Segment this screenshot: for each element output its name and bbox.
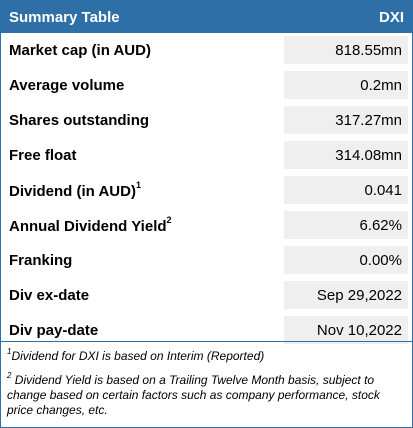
row-label: Free float bbox=[9, 147, 77, 164]
row-value: Nov 10,2022 bbox=[316, 322, 402, 339]
value-cell: Nov 10,2022 bbox=[284, 316, 408, 344]
row-label-text: Franking bbox=[9, 252, 73, 269]
row-value: Sep 29,2022 bbox=[316, 287, 402, 304]
row-label-text: Shares outstanding bbox=[9, 112, 150, 129]
row-label: Franking bbox=[9, 252, 72, 269]
value-cell: 0.00% bbox=[284, 246, 408, 274]
row-label-text: Market cap (in AUD) bbox=[9, 42, 151, 59]
row-label-text: Free float bbox=[9, 147, 77, 164]
footnote-text: Dividend Yield is based on a Trailing Tw… bbox=[7, 373, 380, 417]
footnote-marker: 1 bbox=[135, 180, 141, 190]
row-value: 818.55mn bbox=[335, 42, 402, 59]
row-value: 6.62% bbox=[359, 217, 402, 234]
footnote-mark: 2 bbox=[7, 371, 12, 380]
row-label-text: Div ex-date bbox=[9, 287, 90, 304]
value-cell: 0.2mn bbox=[284, 71, 408, 99]
value-cell: Sep 29,2022 bbox=[284, 281, 408, 309]
value-cell: 818.55mn bbox=[284, 36, 408, 64]
table-row: Franking 0.00% bbox=[1, 243, 412, 278]
footnote-marker: 2 bbox=[166, 215, 172, 225]
row-value: 314.08mn bbox=[335, 147, 402, 164]
table-body: Market cap (in AUD) 818.55mn Average vol… bbox=[1, 33, 412, 348]
row-label-text: Annual Dividend Yield bbox=[9, 218, 167, 235]
table-row: Average volume 0.2mn bbox=[1, 68, 412, 103]
table-row: Div pay-date Nov 10,2022 bbox=[1, 313, 412, 348]
row-label: Div pay-date bbox=[9, 322, 98, 339]
table-row: Shares outstanding 317.27mn bbox=[1, 103, 412, 138]
footnotes: 1Dividend for DXI is based on Interim (R… bbox=[7, 345, 405, 423]
table-row: Free float 314.08mn bbox=[1, 138, 412, 173]
row-label: Dividend (in AUD)1 bbox=[9, 180, 141, 200]
footnote-mark: 1 bbox=[7, 347, 12, 356]
table-row: Annual Dividend Yield2 6.62% bbox=[1, 208, 412, 243]
row-value: 317.27mn bbox=[335, 112, 402, 129]
row-label-text: Average volume bbox=[9, 77, 125, 94]
row-label: Average volume bbox=[9, 77, 124, 94]
footnote-2: 2 Dividend Yield is based on a Trailing … bbox=[7, 369, 405, 418]
table-row: Dividend (in AUD)1 0.041 bbox=[1, 173, 412, 208]
footnote-divider bbox=[1, 341, 412, 342]
table-row: Div ex-date Sep 29,2022 bbox=[1, 278, 412, 313]
value-cell: 0.041 bbox=[284, 176, 408, 204]
footnote-1: 1Dividend for DXI is based on Interim (R… bbox=[7, 345, 405, 364]
row-label: Shares outstanding bbox=[9, 112, 149, 129]
table-row: Market cap (in AUD) 818.55mn bbox=[1, 33, 412, 68]
table-header: Summary Table DXI bbox=[1, 1, 412, 33]
footnote-text: Dividend for DXI is based on Interim (Re… bbox=[11, 349, 265, 363]
row-label: Market cap (in AUD) bbox=[9, 42, 151, 59]
value-cell: 6.62% bbox=[284, 211, 408, 239]
table-title: Summary Table bbox=[9, 9, 120, 26]
row-value: 0.041 bbox=[364, 182, 402, 199]
row-label: Div ex-date bbox=[9, 287, 89, 304]
value-cell: 317.27mn bbox=[284, 106, 408, 134]
row-label: Annual Dividend Yield2 bbox=[9, 215, 172, 235]
row-value: 0.00% bbox=[359, 252, 402, 269]
row-label-text: Div pay-date bbox=[9, 322, 99, 339]
row-label-text: Dividend (in AUD) bbox=[9, 183, 136, 200]
row-value: 0.2mn bbox=[360, 77, 402, 94]
value-cell: 314.08mn bbox=[284, 141, 408, 169]
ticker-code: DXI bbox=[378, 9, 404, 26]
